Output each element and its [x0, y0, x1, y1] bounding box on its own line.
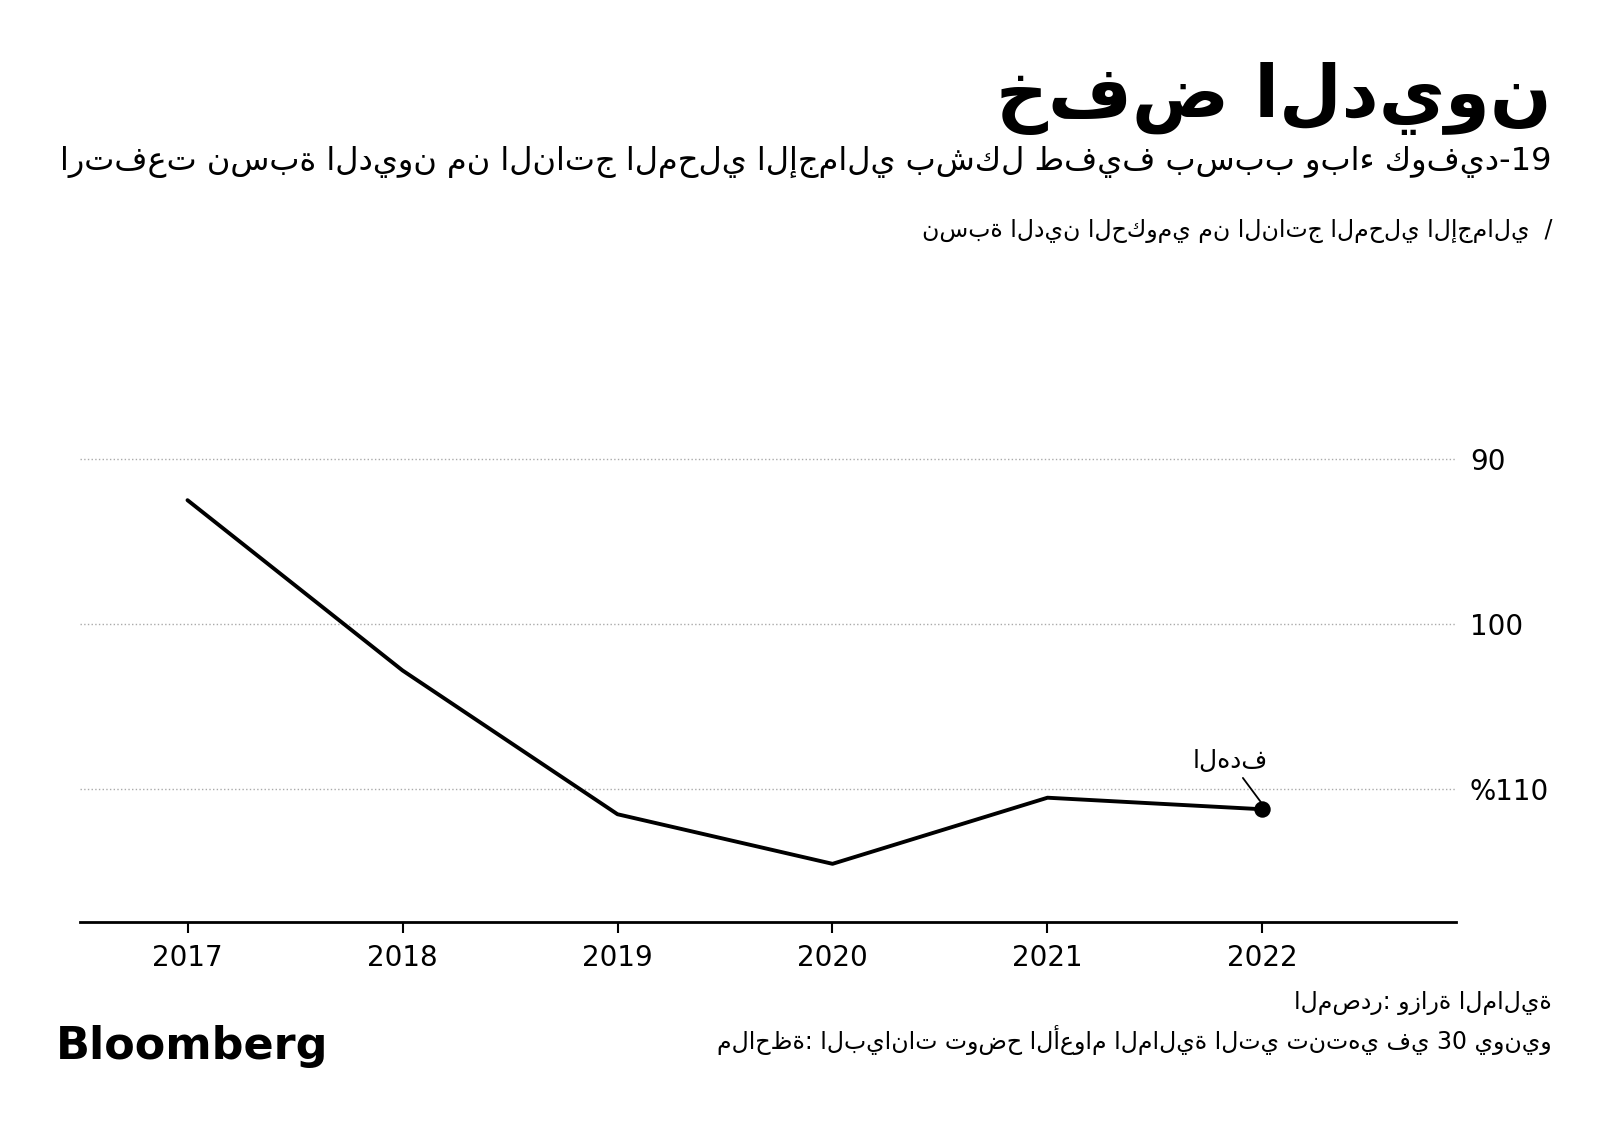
Text: المصدر: وزارة المالية: المصدر: وزارة المالية — [1294, 991, 1552, 1015]
Text: Bloomberg: Bloomberg — [56, 1025, 328, 1068]
Text: خفض الديون: خفض الديون — [997, 62, 1552, 135]
Text: نسبة الدين الحكومي من الناتج المحلي الإجمالي  /: نسبة الدين الحكومي من الناتج المحلي الإج… — [922, 219, 1552, 243]
Text: ارتفعت نسبة الديون من الناتج المحلي الإجمالي بشكل طفيف بسبب وباء كوفيد-19: ارتفعت نسبة الديون من الناتج المحلي الإج… — [61, 146, 1552, 179]
Text: الهدف: الهدف — [1192, 749, 1267, 803]
Text: ملاحظة: البيانات توضح الأعوام المالية التي تنتهي في 30 يونيو: ملاحظة: البيانات توضح الأعوام المالية ال… — [717, 1025, 1552, 1055]
Point — [1250, 800, 1275, 818]
